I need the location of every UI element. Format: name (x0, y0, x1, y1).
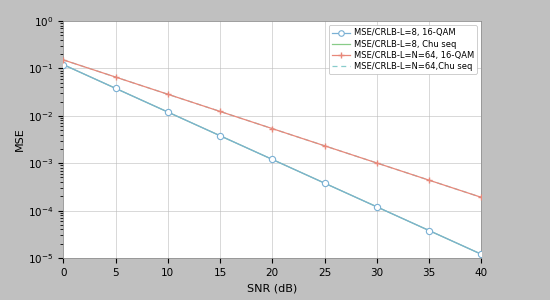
Legend: MSE/CRLB-L=8, 16-QAM, MSE/CRLB-L=8, Chu seq, MSE/CRLB-L=N=64, 16-QAM, MSE/CRLB-L: MSE/CRLB-L=8, 16-QAM, MSE/CRLB-L=8, Chu … (328, 25, 477, 74)
Y-axis label: MSE: MSE (15, 128, 25, 152)
X-axis label: SNR (dB): SNR (dB) (247, 283, 298, 293)
